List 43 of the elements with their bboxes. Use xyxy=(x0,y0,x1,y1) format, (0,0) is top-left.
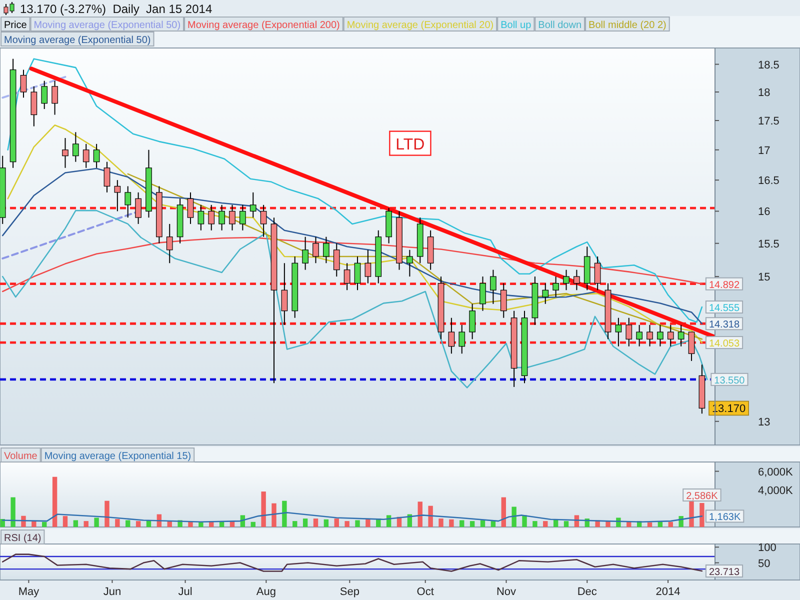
text: Moving average (Exponential 20) xyxy=(346,20,494,31)
data-label: 14.892 xyxy=(708,280,740,291)
text: Moving average (Exponential 50) xyxy=(4,35,151,46)
y-tick-label: 13 xyxy=(758,416,770,428)
x-tick-label: Dec xyxy=(577,586,598,598)
text: Volume xyxy=(4,451,38,462)
x-tick-label: May xyxy=(18,586,40,598)
x-tick-label: Oct xyxy=(416,586,434,598)
data-label: 23.713 xyxy=(708,567,740,578)
data-label: 14.555 xyxy=(708,303,740,314)
x-tick-label: Nov xyxy=(496,586,517,598)
text: Moving average (Exponential 50) xyxy=(34,20,181,31)
y-tick-label: 15.5 xyxy=(758,238,780,250)
text: Boll up xyxy=(500,20,532,31)
legend-title: Price xyxy=(4,20,28,31)
text: Boll middle (20 2) xyxy=(588,20,666,31)
text: Moving average (Exponential 200) xyxy=(188,20,340,31)
y-tick-label: 17.5 xyxy=(758,116,780,128)
data-label: 14.318 xyxy=(708,320,740,331)
x-tick-label: Sep xyxy=(340,586,360,598)
y-tick-label: 16.5 xyxy=(758,175,780,188)
y-tick-label: 4,000K xyxy=(758,484,794,497)
x-tick-label: Aug xyxy=(256,586,276,598)
x-tick-label: 2014 xyxy=(656,586,680,598)
chart-title: 13.170 (-3.27%) Daily Jan 15 2014 xyxy=(20,2,212,16)
data-label: 1,163K xyxy=(708,512,741,524)
x-tick-label: Jul xyxy=(178,586,192,598)
y-tick-label: 18.5 xyxy=(758,59,780,72)
data-label: 13.550 xyxy=(714,375,746,386)
y-tick-label: 17 xyxy=(758,144,770,157)
y-tick-label: 16 xyxy=(758,206,770,218)
y-tick-label: 18 xyxy=(758,87,770,100)
series-label: RSI (14) xyxy=(4,533,42,544)
y-tick-label: 15 xyxy=(758,272,770,284)
data-label: 14.053 xyxy=(708,338,740,350)
y-tick-label: 50 xyxy=(758,558,770,570)
text: Moving average (Exponential 15) xyxy=(44,451,192,462)
x-tick-label: Jun xyxy=(103,586,122,598)
annotation: LTD xyxy=(396,136,425,154)
data-label: 2,586K xyxy=(686,490,718,502)
text: Boll down xyxy=(538,20,582,31)
y-tick-label: 6,000K xyxy=(758,466,794,478)
y-tick-label: 100 xyxy=(758,542,776,554)
